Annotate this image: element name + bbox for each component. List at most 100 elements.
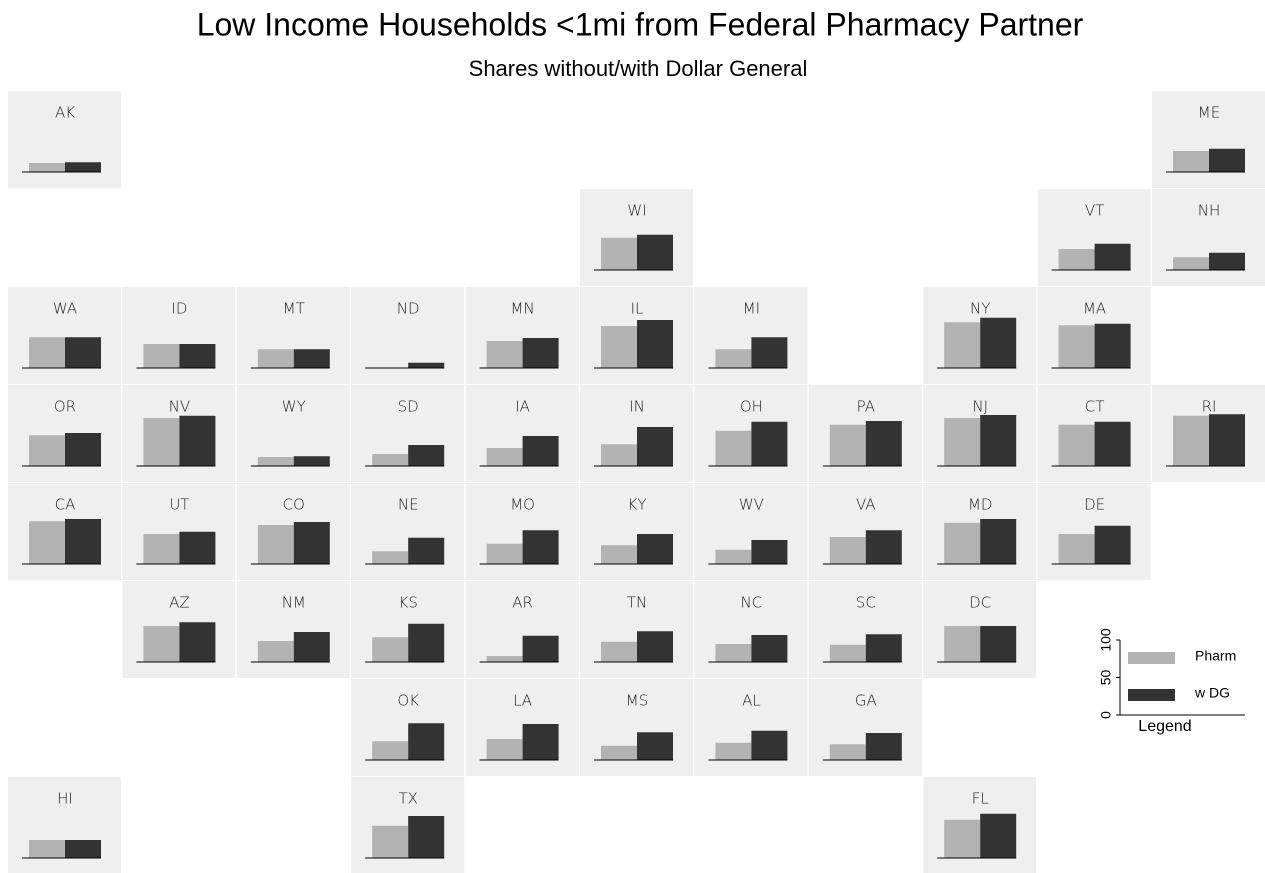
tile-label: MD [968, 496, 993, 514]
tile-label: AZ [169, 594, 190, 612]
bar [715, 430, 752, 466]
bar [1209, 252, 1245, 270]
tile-label: ND [397, 300, 420, 318]
tile-label: KS [399, 594, 418, 612]
tile-label: MA [1083, 300, 1106, 318]
tile-label: TN [627, 594, 647, 612]
bar [1173, 415, 1209, 466]
bar [865, 530, 902, 564]
bar [179, 622, 216, 662]
bar [1173, 151, 1209, 172]
bar [601, 326, 637, 368]
tile-label: SC [856, 594, 876, 612]
bar [944, 819, 981, 858]
tile-label: WA [53, 300, 77, 318]
bar [1173, 257, 1209, 270]
bar [751, 730, 788, 760]
tile-label: DC [969, 594, 991, 612]
bar [29, 163, 65, 172]
bar [715, 644, 752, 662]
bar [637, 534, 673, 564]
bar [1094, 243, 1131, 270]
bar [637, 320, 673, 368]
bar [65, 433, 101, 466]
bar [865, 733, 902, 760]
bar [944, 626, 981, 662]
bar [829, 644, 866, 662]
tile-label: MT [283, 300, 305, 318]
bar [372, 551, 409, 564]
tile-label: CT [1085, 398, 1105, 416]
bar [637, 427, 673, 466]
bar [143, 534, 180, 564]
bar [257, 641, 294, 662]
bar [486, 656, 523, 662]
bar [1094, 421, 1131, 466]
bar [865, 421, 902, 466]
tile-label: MN [511, 300, 535, 318]
bar [257, 525, 294, 564]
bar [944, 322, 981, 368]
legend-tick-label: 100 [1098, 628, 1114, 652]
tile-label: NM [282, 594, 306, 612]
tile-label: NJ [972, 398, 988, 416]
tile-label: NE [398, 496, 419, 514]
bar [179, 344, 216, 368]
legend-label: Pharm [1195, 648, 1236, 664]
tile-label: SD [398, 398, 419, 416]
tile-label: IN [629, 398, 645, 416]
tile-label: WI [627, 202, 646, 220]
bar [601, 745, 637, 760]
bar [408, 537, 445, 564]
bar [637, 234, 673, 270]
tile-label: DE [1084, 496, 1105, 514]
bar [1058, 249, 1095, 270]
tile-label: FL [972, 790, 989, 808]
bar [829, 424, 866, 466]
bar [751, 540, 788, 564]
bar [944, 418, 981, 466]
bar [486, 448, 523, 466]
tile-label: KY [628, 496, 647, 514]
bar [179, 415, 216, 466]
tile-label: RI [1202, 398, 1217, 416]
bar [65, 162, 101, 172]
bar [179, 531, 216, 564]
tile-label: NC [741, 594, 763, 612]
tile-label: NV [169, 398, 190, 416]
bar [293, 632, 330, 662]
bar [601, 444, 637, 466]
tile-label: OH [740, 398, 763, 416]
tile-label: ME [1198, 104, 1220, 122]
bar [637, 732, 673, 760]
bar [980, 813, 1017, 858]
legend-swatch [1128, 689, 1175, 701]
bar [1209, 148, 1245, 172]
tile-label: AL [742, 692, 761, 710]
bar [372, 825, 409, 858]
bar [486, 341, 523, 368]
bar [829, 537, 866, 564]
bar [980, 519, 1017, 564]
bar [372, 741, 409, 760]
bar [408, 445, 445, 466]
bar [143, 344, 180, 368]
bar [1094, 323, 1131, 368]
tile-label: MI [743, 300, 760, 318]
bar [715, 742, 752, 760]
tile-label: GA [855, 692, 877, 710]
tile-label: AR [512, 594, 533, 612]
bar [408, 362, 445, 368]
bar [751, 421, 788, 466]
bar [1058, 534, 1095, 564]
bar [1058, 325, 1095, 368]
bar [29, 521, 65, 564]
tile-label: HI [57, 790, 73, 808]
tile-label: NY [970, 300, 990, 318]
bar [980, 415, 1017, 466]
tile-label: NH [1198, 202, 1221, 220]
bar [293, 456, 330, 466]
bar [372, 454, 409, 466]
bar [408, 623, 445, 662]
